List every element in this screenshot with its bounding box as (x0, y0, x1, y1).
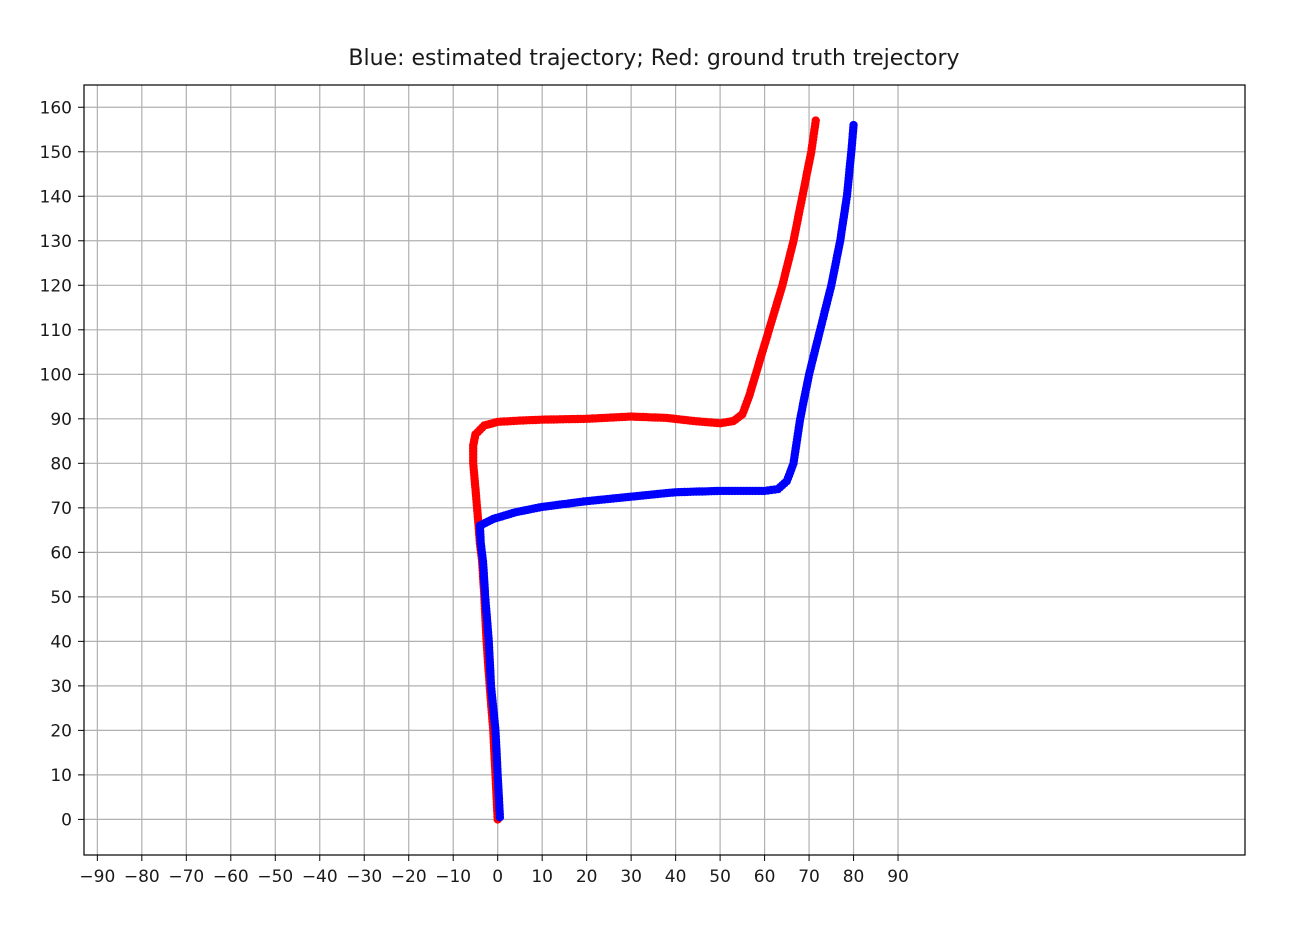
y-tick-label: 110 (40, 321, 72, 341)
x-tick-label: −70 (168, 867, 204, 887)
y-tick-label: 140 (40, 187, 72, 207)
x-tick-label: 60 (754, 867, 776, 887)
x-tick-label: 70 (798, 867, 820, 887)
y-tick-label: 10 (50, 766, 72, 786)
x-tick-label: 50 (709, 867, 731, 887)
x-tick-label: −10 (435, 867, 471, 887)
y-tick-label: 90 (50, 410, 72, 430)
x-tick-label: −50 (257, 867, 293, 887)
x-tick-label: 40 (665, 867, 687, 887)
x-tick-label: 10 (531, 867, 553, 887)
y-tick-label: 0 (61, 810, 72, 830)
y-tick-label: 50 (50, 588, 72, 608)
y-tick-label: 80 (50, 454, 72, 474)
x-tick-label: −60 (213, 867, 249, 887)
chart-title: Blue: estimated trajectory; Red: ground … (348, 46, 960, 71)
x-tick-label: 80 (843, 867, 865, 887)
y-tick-label: 130 (40, 232, 72, 252)
x-tick-label: −40 (302, 867, 338, 887)
x-tick-label: −20 (391, 867, 427, 887)
x-tick-label: 30 (620, 867, 642, 887)
y-tick-label: 120 (40, 276, 72, 296)
y-tick-label: 60 (50, 543, 72, 563)
trajectory-series-0 (469, 116, 820, 824)
x-tick-label: 0 (492, 867, 503, 887)
x-tick-label: 90 (887, 867, 909, 887)
y-tick-label: 20 (50, 721, 72, 741)
y-tick-label: 40 (50, 632, 72, 652)
trajectory-point (849, 120, 858, 130)
trajectory-point (811, 116, 820, 125)
y-tick-label: 150 (40, 143, 72, 163)
x-tick-label: 20 (576, 867, 598, 887)
y-tick-label: 100 (40, 365, 72, 385)
y-tick-label: 160 (40, 98, 72, 118)
x-tick-label: −30 (346, 867, 382, 887)
x-tick-label: −80 (124, 867, 160, 887)
trajectory-series-1 (475, 120, 858, 822)
y-tick-label: 30 (50, 677, 72, 697)
x-tick-label: −90 (79, 867, 115, 887)
plot-frame (83, 84, 1246, 856)
y-tick-label: 70 (50, 499, 72, 519)
